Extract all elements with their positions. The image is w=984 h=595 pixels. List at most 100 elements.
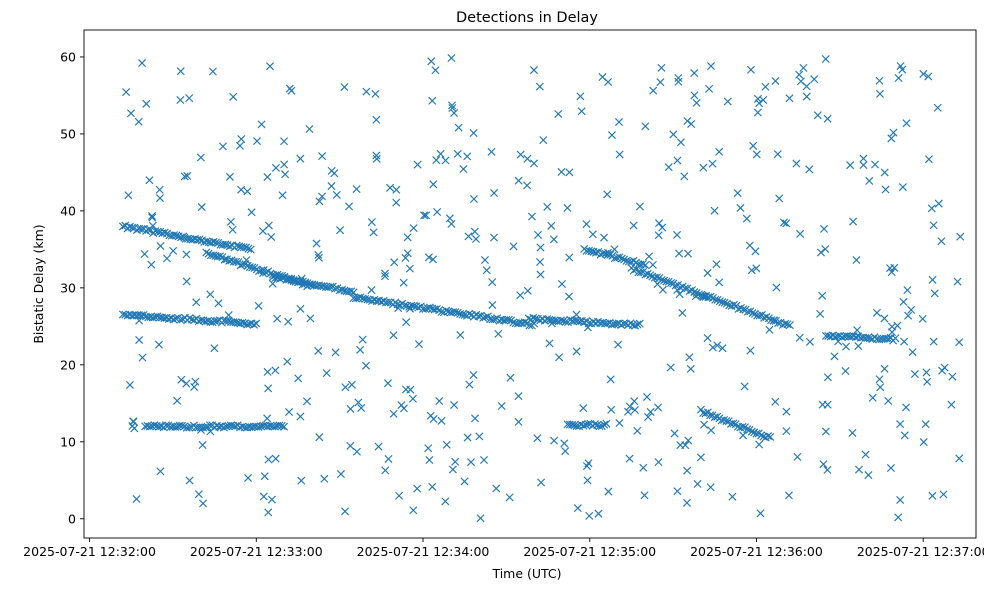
detection-marker [294,374,303,383]
detection-marker [448,465,457,474]
detection-marker [636,268,645,277]
detection-marker [206,290,215,299]
detection-marker [161,421,170,430]
detection-marker [821,55,830,64]
detection-marker [367,286,376,295]
detection-marker [471,414,480,423]
detection-marker [748,309,757,318]
detection-marker [118,222,127,231]
detection-marker [861,450,870,459]
detection-marker [122,88,131,97]
detection-marker [864,471,873,480]
detection-marker [148,221,157,230]
detection-marker [239,243,248,252]
detection-marker [823,373,832,382]
detection-marker [622,256,631,265]
detection-marker [842,342,851,351]
detection-marker [667,279,676,288]
detection-marker [465,380,474,389]
detection-marker [708,343,717,352]
detection-marker [460,310,469,319]
detection-marker [711,295,720,304]
detection-marker [746,346,755,355]
detection-marker [823,465,832,474]
detection-marker [687,119,696,128]
detection-marker [118,310,127,319]
detection-marker [612,319,621,328]
detection-marker [453,308,462,317]
x-axis-label: Time (UTC) [491,566,561,581]
detection-marker [527,212,536,221]
detection-marker [529,66,538,75]
detection-marker [707,426,716,435]
y-tick-label: 60 [60,49,76,64]
detection-marker [746,65,755,74]
detection-marker [428,482,437,491]
detection-marker [340,507,350,516]
detection-marker [673,487,682,496]
detection-marker [243,187,252,196]
detection-marker [662,277,671,286]
detection-marker [669,130,678,139]
detection-marker [156,194,165,203]
detection-marker [891,334,900,343]
detection-marker [629,266,638,275]
detection-marker [205,421,214,430]
detection-marker [138,59,147,68]
detection-marker [568,420,577,429]
detection-marker [633,320,642,329]
detection-marker [463,433,472,442]
detection-marker [308,280,317,289]
detection-marker [928,491,937,500]
detection-marker [720,415,729,425]
detection-marker [463,152,472,161]
detection-marker [573,504,582,513]
detection-marker [401,253,410,262]
detection-marker [171,422,180,431]
detection-marker [792,159,801,168]
detection-marker [751,247,760,256]
detection-marker [362,87,371,96]
detection-marker [582,220,591,229]
detection-marker [346,404,355,413]
detection-marker [749,141,758,150]
detection-marker [260,472,269,481]
detection-marker [933,103,942,112]
detection-marker [371,89,380,98]
detection-marker [782,427,791,436]
detection-marker [470,227,479,236]
detection-marker [919,69,928,78]
detection-marker [585,511,594,520]
detection-marker [766,432,775,441]
detection-marker [231,422,240,431]
detection-marker [557,167,566,176]
detection-marker [199,499,208,508]
detection-marker [653,273,662,282]
detection-marker [572,422,581,431]
detection-marker [442,440,451,449]
detection-marker [340,83,349,92]
detection-marker [633,426,642,435]
detection-marker [549,235,558,244]
detection-marker [210,344,219,353]
detection-marker [504,315,513,324]
detection-marker [563,203,572,212]
detection-marker [617,320,626,329]
detection-marker [271,163,280,172]
y-tick-label: 50 [60,126,76,141]
detection-marker [676,138,685,147]
detection-marker [648,260,657,269]
detection-marker [720,298,729,307]
detection-marker [465,309,474,318]
detection-marker [225,172,234,181]
detection-marker [318,192,327,201]
detection-marker [280,422,289,431]
detection-marker [176,96,185,105]
detection-marker [476,514,485,523]
detection-marker [180,233,189,242]
detection-marker [535,82,544,91]
detection-marker [784,491,793,500]
detection-marker [615,418,624,428]
detection-marker [603,248,612,257]
